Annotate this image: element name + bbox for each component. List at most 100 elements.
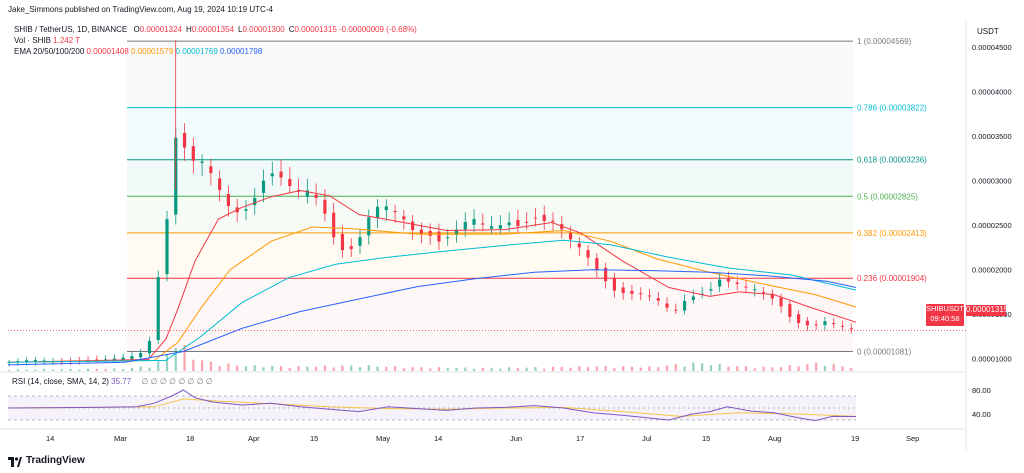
candle-body[interactable]: [770, 293, 774, 299]
candle-body[interactable]: [25, 360, 29, 362]
candle-body[interactable]: [849, 328, 853, 330]
candle-body[interactable]: [577, 243, 581, 248]
candle-body[interactable]: [130, 356, 134, 360]
candle-body[interactable]: [498, 225, 502, 229]
candle-body[interactable]: [840, 325, 845, 327]
candle-body[interactable]: [33, 360, 38, 362]
candle-body[interactable]: [384, 206, 388, 211]
candle-body[interactable]: [182, 132, 187, 148]
candle-body[interactable]: [218, 178, 222, 191]
candle-body[interactable]: [481, 223, 485, 225]
candle-body[interactable]: [682, 301, 687, 311]
rsi-ma-line[interactable]: [7, 398, 857, 417]
candle-body[interactable]: [525, 221, 529, 223]
candle-body[interactable]: [156, 277, 160, 340]
candle-body[interactable]: [349, 246, 353, 250]
candle-body[interactable]: [261, 180, 266, 193]
candle-body[interactable]: [560, 224, 564, 230]
candle-body[interactable]: [314, 194, 318, 198]
candle-body[interactable]: [630, 290, 634, 294]
candle-body[interactable]: [726, 278, 731, 282]
candle-body[interactable]: [639, 293, 643, 295]
ema200-line[interactable]: [7, 269, 857, 366]
candle-body[interactable]: [551, 220, 555, 222]
candle-body[interactable]: [753, 289, 757, 291]
candle-body[interactable]: [288, 178, 292, 187]
candle-body[interactable]: [665, 303, 669, 308]
candle-body[interactable]: [253, 198, 257, 206]
legend-symbol-row[interactable]: SHIB / TetherUS, 1D, BINANCE O0.00001324…: [14, 25, 417, 35]
candle-body[interactable]: [411, 221, 415, 231]
candle-body[interactable]: [586, 250, 590, 258]
ema100-line[interactable]: [7, 239, 857, 363]
candle-body[interactable]: [270, 173, 274, 177]
candle-body[interactable]: [340, 234, 345, 251]
candle-body[interactable]: [191, 146, 195, 161]
candle-body[interactable]: [542, 214, 546, 222]
candle-body[interactable]: [305, 190, 309, 197]
legend-ema-row[interactable]: EMA 20/50/100/200 0.00001408 0.00001579 …: [14, 47, 262, 57]
candle-body[interactable]: [735, 282, 739, 285]
candle-body[interactable]: [788, 304, 792, 317]
candle-body[interactable]: [805, 320, 809, 326]
candle-body[interactable]: [147, 340, 152, 354]
candle-body[interactable]: [226, 194, 231, 207]
candle-body[interactable]: [533, 217, 538, 219]
candle-body[interactable]: [367, 217, 371, 236]
candle-body[interactable]: [446, 237, 450, 239]
ema20-line[interactable]: [7, 189, 857, 363]
candle-body[interactable]: [472, 219, 476, 225]
candle-body[interactable]: [674, 309, 678, 311]
candle-body[interactable]: [832, 323, 836, 325]
candle-body[interactable]: [621, 287, 625, 294]
volume-bar: [569, 367, 572, 371]
candle-body[interactable]: [454, 229, 459, 235]
candle-body[interactable]: [393, 210, 397, 213]
ema50-line[interactable]: [7, 226, 857, 363]
candle-body[interactable]: [647, 295, 652, 297]
candle-body[interactable]: [779, 297, 783, 307]
currency-label[interactable]: USDT: [977, 27, 999, 36]
x-axis-tick: Sep: [906, 434, 919, 443]
candle-body[interactable]: [595, 258, 599, 270]
candle-body[interactable]: [428, 230, 432, 236]
candle-body[interactable]: [419, 229, 424, 234]
candle-body[interactable]: [823, 321, 827, 326]
candle-body[interactable]: [489, 226, 494, 229]
candle-body[interactable]: [507, 222, 511, 226]
candle-body[interactable]: [437, 231, 441, 242]
candle-body[interactable]: [604, 267, 608, 282]
candle-body[interactable]: [744, 286, 748, 288]
candle-body[interactable]: [516, 219, 520, 227]
candle-body[interactable]: [612, 278, 616, 291]
symbol-name[interactable]: SHIB / TetherUS, 1D, BINANCE: [14, 25, 128, 34]
candle-body[interactable]: [323, 199, 327, 214]
candle-body[interactable]: [121, 357, 125, 361]
candle-body[interactable]: [139, 352, 143, 358]
candle-body[interactable]: [200, 161, 204, 163]
candle-body[interactable]: [797, 314, 801, 324]
candle-body[interactable]: [112, 358, 116, 361]
candle-body[interactable]: [463, 222, 467, 230]
candle-body[interactable]: [691, 296, 695, 300]
rsi-legend[interactable]: RSI (14, close, SMA, 14, 2) 35.77 ∅ ∅ ∅ …: [12, 377, 213, 387]
volume-bar: [586, 367, 590, 371]
rsi-line[interactable]: [7, 389, 857, 422]
candle-body[interactable]: [718, 279, 722, 287]
candle-body[interactable]: [709, 289, 713, 291]
ohlc-values: O0.00001324 H0.00001354 L0.00001300 C0.0000…: [129, 25, 339, 34]
candle-body[interactable]: [568, 233, 573, 240]
candle-body[interactable]: [814, 324, 818, 326]
candle-body[interactable]: [656, 298, 660, 301]
candle-body[interactable]: [244, 209, 248, 211]
candle-body[interactable]: [165, 219, 169, 275]
candle-body[interactable]: [402, 216, 406, 220]
candle-body[interactable]: [209, 166, 213, 174]
candle-body[interactable]: [761, 291, 766, 293]
candle-body[interactable]: [332, 212, 336, 238]
candle-body[interactable]: [279, 171, 283, 178]
candle-body[interactable]: [375, 206, 380, 219]
candle-body[interactable]: [358, 237, 362, 246]
legend-volume-row[interactable]: Vol · SHIB 1.242 T: [14, 36, 80, 46]
